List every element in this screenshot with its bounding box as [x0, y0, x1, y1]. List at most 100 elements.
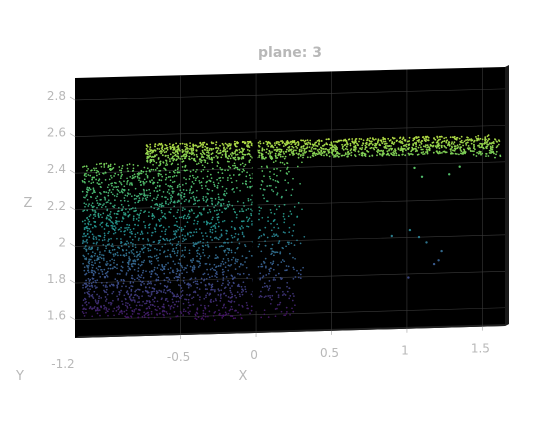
scatter-point	[204, 288, 207, 290]
scatter-point	[241, 140, 244, 143]
scatter-point	[188, 294, 191, 297]
scatter-point	[224, 261, 227, 264]
scatter-point	[383, 143, 386, 145]
scatter-point	[218, 245, 221, 248]
scatter-point	[349, 144, 352, 147]
scatter-point	[248, 174, 251, 177]
scatter-point	[227, 145, 230, 148]
scatter-point	[189, 283, 191, 286]
scatter-point	[168, 211, 171, 213]
scatter-point	[250, 212, 252, 215]
scatter-point	[121, 261, 124, 263]
scatter-point	[199, 142, 202, 145]
scatter-point	[114, 231, 117, 234]
scatter-point	[183, 169, 186, 172]
scatter-point	[142, 171, 145, 173]
scatter-point	[395, 140, 398, 143]
scatter-point	[157, 305, 159, 308]
scatter-point	[241, 210, 244, 213]
scatter-point	[241, 162, 244, 165]
scatter-point	[108, 238, 110, 241]
scatter-point	[432, 144, 435, 147]
scatter-point	[126, 177, 128, 180]
scatter-point	[141, 232, 144, 235]
scatter-point	[134, 243, 137, 246]
scatter-point	[137, 267, 140, 269]
scatter-point	[136, 175, 139, 178]
scatter-point	[158, 178, 161, 181]
scatter-point	[376, 141, 379, 144]
scatter-point	[127, 242, 130, 244]
scatter-point	[137, 174, 140, 176]
scatter-point	[210, 177, 213, 179]
scatter-point	[195, 149, 198, 152]
scatter-point	[277, 264, 279, 266]
scatter-point	[191, 297, 193, 300]
scatter-point	[292, 310, 295, 313]
scatter-point	[94, 301, 97, 303]
scatter-point	[127, 200, 129, 203]
scatter-point	[125, 249, 128, 251]
scatter-point	[165, 183, 167, 186]
scatter-point	[143, 311, 146, 314]
scatter-point	[266, 143, 268, 146]
scatter-point	[473, 141, 475, 143]
scatter-point	[86, 284, 89, 287]
scatter-point	[153, 181, 156, 184]
scatter-point	[116, 237, 118, 240]
scatter-point	[94, 262, 96, 264]
scatter-point	[215, 147, 217, 150]
scatter-point	[297, 202, 300, 204]
scatter-point	[246, 145, 249, 148]
scatter-point	[278, 143, 281, 146]
scatter-point	[474, 148, 476, 151]
scatter-point	[84, 219, 86, 222]
scatter-point	[185, 267, 187, 270]
scatter-point	[209, 230, 212, 233]
scatter-point	[397, 147, 400, 150]
plot-panel-side	[505, 65, 509, 326]
scatter-point	[196, 280, 199, 283]
scatter-point	[166, 300, 169, 303]
scatter-point	[266, 166, 269, 169]
scatter-point	[102, 254, 105, 257]
scatter-point	[267, 216, 269, 219]
scatter-point	[204, 307, 207, 310]
scatter-point	[148, 211, 150, 214]
scatter-point	[129, 281, 132, 283]
scatter-point	[257, 151, 260, 154]
scatter-point	[203, 153, 206, 156]
scatter-point	[155, 254, 158, 257]
scatter-point	[216, 161, 219, 163]
scatter-point	[429, 143, 432, 146]
scatter-point	[247, 219, 250, 221]
scatter-point	[226, 238, 229, 240]
scatter-point	[149, 281, 152, 283]
scatter-point	[166, 289, 169, 292]
scatter-point	[84, 240, 86, 243]
scatter-point	[84, 302, 86, 304]
scatter-point	[171, 187, 174, 190]
scatter-point	[224, 142, 227, 145]
scatter-point	[116, 263, 118, 266]
scatter-point	[110, 245, 113, 247]
scatter-point	[90, 223, 92, 226]
scatter-point	[316, 140, 319, 142]
scatter-point	[268, 270, 271, 272]
scatter-point	[142, 290, 144, 293]
scatter-point	[150, 256, 153, 259]
scatter-point	[105, 284, 107, 287]
scatter-point	[91, 307, 94, 310]
scatter-point	[182, 217, 185, 220]
scatter-point	[231, 308, 234, 311]
scatter-point	[435, 145, 437, 148]
scatter-point	[230, 241, 233, 244]
scatter-point	[137, 176, 139, 179]
scatter-point	[186, 150, 189, 153]
scatter-point	[459, 147, 461, 150]
scatter-point	[171, 196, 174, 198]
scatter-point	[164, 216, 166, 219]
scatter-point	[316, 153, 319, 156]
scatter-point	[88, 262, 91, 265]
